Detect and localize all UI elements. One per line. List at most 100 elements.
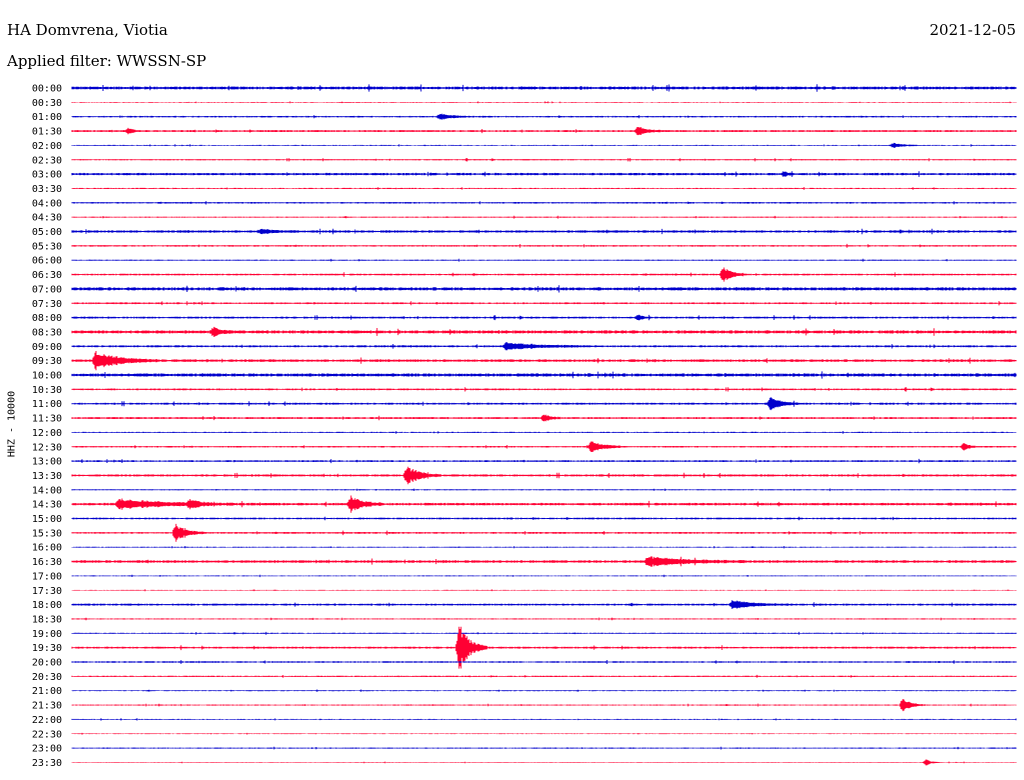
row-label: 02:30 [32,155,62,166]
row-label: 13:30 [32,471,62,482]
row-label: 18:00 [32,600,62,611]
row-label: 00:30 [32,98,62,109]
trace-line [71,113,1017,120]
trace-line [71,488,1017,492]
trace-line [71,414,1017,422]
trace-line [71,397,1017,411]
trace-line [71,84,1017,92]
trace-line [71,127,1017,136]
row-label: 14:00 [32,485,62,496]
row-label: 19:30 [32,643,62,654]
trace-line [71,732,1017,735]
row-label: 11:30 [32,414,62,425]
trace-line [71,759,1017,766]
trace-line [71,617,1017,621]
row-label: 15:30 [32,528,62,539]
row-label: 21:00 [32,686,62,697]
trace-line [71,523,1017,542]
trace-line [71,495,1017,513]
row-label: 12:30 [32,442,62,453]
row-label: 16:30 [32,557,62,568]
row-label: 03:00 [32,170,62,181]
trace-line [71,718,1017,721]
trace-line [71,458,1017,464]
trace-line [71,600,1017,609]
trace-line [71,314,1017,321]
row-label: 10:30 [32,385,62,396]
station-title: HA Domvrena, Viotia [7,21,168,39]
row-label: 04:30 [32,213,62,224]
row-label: 06:00 [32,256,62,267]
trace-line [71,258,1017,262]
row-label: 21:30 [32,701,62,712]
row-label: 02:00 [32,141,62,152]
row-label: 13:00 [32,457,62,468]
row-label: 22:30 [32,729,62,740]
row-label: 04:00 [32,198,62,209]
row-label: 03:30 [32,184,62,195]
row-label: 23:30 [32,758,62,769]
trace-line [71,466,1017,485]
row-label: 14:30 [32,500,62,511]
row-label: 11:00 [32,399,62,410]
trace-line [71,228,1017,235]
trace-line [71,674,1017,678]
trace-line [71,516,1017,521]
row-label: 07:30 [32,299,62,310]
row-label: 15:00 [32,514,62,525]
trace-line [71,387,1017,392]
trace-line [71,171,1017,177]
trace-line [71,285,1017,293]
trace-line [71,660,1017,664]
trace-line [71,351,1017,371]
trace-line [71,267,1017,282]
trace-line [71,371,1017,379]
row-label: 10:00 [32,371,62,382]
row-label: 06:30 [32,270,62,281]
row-label: 05:00 [32,227,62,238]
trace-line [71,187,1017,190]
row-label: 16:00 [32,543,62,554]
trace-line [71,243,1017,248]
trace-line [71,626,1017,669]
trace-line [71,556,1017,567]
row-label: 01:30 [32,127,62,138]
row-label: 09:00 [32,342,62,353]
record-date: 2021-12-05 [929,21,1016,39]
trace-line [71,441,1017,452]
trace-line [71,689,1017,692]
row-label: 20:30 [32,672,62,683]
filter-label: Applied filter: WWSSN-SP [7,52,207,70]
row-label: 00:00 [32,84,62,95]
row-label: 18:30 [32,614,62,625]
row-label: 07:00 [32,284,62,295]
row-label: 19:00 [32,629,62,640]
trace-line [71,101,1017,104]
trace-line [71,342,1017,351]
channel-label: HHZ - 10000 [6,390,18,458]
trace-line [71,589,1017,592]
trace-line [71,201,1017,205]
trace-line [71,746,1017,750]
trace-line [71,326,1017,337]
row-label: 08:30 [32,327,62,338]
row-label: 01:00 [32,112,62,123]
trace-line [71,215,1017,219]
row-label: 08:00 [32,313,62,324]
row-label: 05:30 [32,241,62,252]
trace-line [71,142,1017,148]
trace-line [71,431,1017,434]
row-label: 20:00 [32,658,62,669]
trace-line [71,574,1017,578]
trace-line [71,631,1017,635]
row-label: 23:00 [32,744,62,755]
row-label: 17:00 [32,571,62,582]
row-label: 09:30 [32,356,62,367]
trace-line [71,546,1017,549]
trace-line [71,699,1017,712]
row-label: 17:30 [32,586,62,597]
trace-line [71,301,1017,306]
row-label: 22:00 [32,715,62,726]
row-label: 12:00 [32,428,62,439]
